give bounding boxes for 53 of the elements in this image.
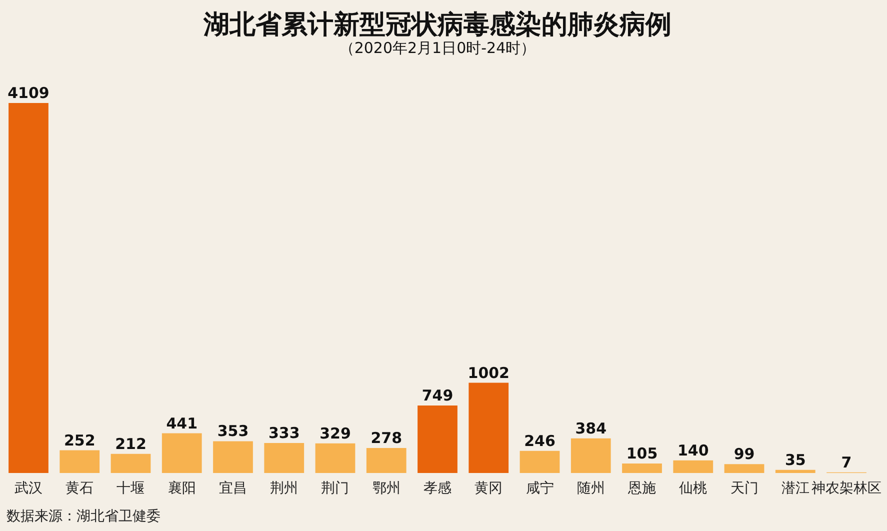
x-tick-label: 孝感 bbox=[424, 480, 452, 496]
bar bbox=[264, 443, 304, 473]
data-label: 384 bbox=[575, 419, 607, 438]
bar bbox=[724, 464, 764, 473]
data-label: 333 bbox=[268, 424, 300, 442]
x-tick-label: 荆州 bbox=[270, 480, 298, 496]
x-tick-label: 随州 bbox=[576, 480, 605, 496]
x-tick-label: 恩施 bbox=[627, 480, 656, 496]
bar bbox=[775, 470, 816, 473]
bar bbox=[315, 443, 356, 473]
bar bbox=[162, 433, 202, 473]
x-tick-label: 仙桃 bbox=[679, 480, 708, 496]
bar bbox=[418, 406, 458, 473]
data-label: 252 bbox=[64, 431, 96, 450]
bar bbox=[520, 450, 560, 473]
data-label: 7 bbox=[841, 453, 852, 472]
bar bbox=[8, 103, 48, 473]
x-tick-label: 黄石 bbox=[66, 480, 94, 496]
x-tick-label: 神农架林区 bbox=[812, 480, 882, 496]
x-tick-label: 十堰 bbox=[116, 480, 145, 496]
data-label: 329 bbox=[320, 424, 351, 442]
bar bbox=[110, 454, 151, 473]
bar bbox=[213, 441, 253, 473]
x-tick-label: 襄阳 bbox=[168, 480, 196, 496]
data-label: 1002 bbox=[468, 364, 510, 382]
x-tick-label: 咸宁 bbox=[526, 480, 554, 496]
x-tick-label: 黄冈 bbox=[474, 480, 503, 496]
data-label: 4109 bbox=[8, 84, 50, 102]
x-tick-label: 荆门 bbox=[321, 480, 350, 496]
source-note: 数据来源：湖北省卫健委 bbox=[6, 508, 160, 524]
data-label: 99 bbox=[734, 445, 755, 464]
data-label: 441 bbox=[166, 414, 198, 432]
x-tick-label: 鄂州 bbox=[372, 480, 400, 496]
x-tick-label: 宜昌 bbox=[219, 480, 247, 496]
x-tick-label: 潜江 bbox=[781, 480, 810, 496]
data-label: 246 bbox=[524, 432, 556, 450]
data-label: 212 bbox=[115, 434, 146, 453]
chart-title: 湖北省累计新型冠状病毒感染的肺炎病例 bbox=[202, 10, 672, 40]
data-label: 278 bbox=[370, 428, 402, 447]
data-label: 140 bbox=[677, 441, 709, 460]
chart-subtitle: （2020年2月1日0时-24时） bbox=[339, 39, 536, 57]
x-tick-label: 武汉 bbox=[14, 480, 42, 496]
data-label: 353 bbox=[217, 422, 249, 440]
bar bbox=[366, 448, 406, 473]
x-tick-label: 天门 bbox=[730, 480, 758, 496]
data-label: 105 bbox=[626, 444, 658, 463]
bar bbox=[468, 382, 509, 473]
bar bbox=[622, 464, 662, 473]
data-label: 749 bbox=[422, 386, 454, 405]
bar bbox=[60, 450, 100, 473]
data-label: 35 bbox=[784, 450, 806, 469]
bar bbox=[570, 438, 611, 473]
bar bbox=[673, 460, 714, 473]
